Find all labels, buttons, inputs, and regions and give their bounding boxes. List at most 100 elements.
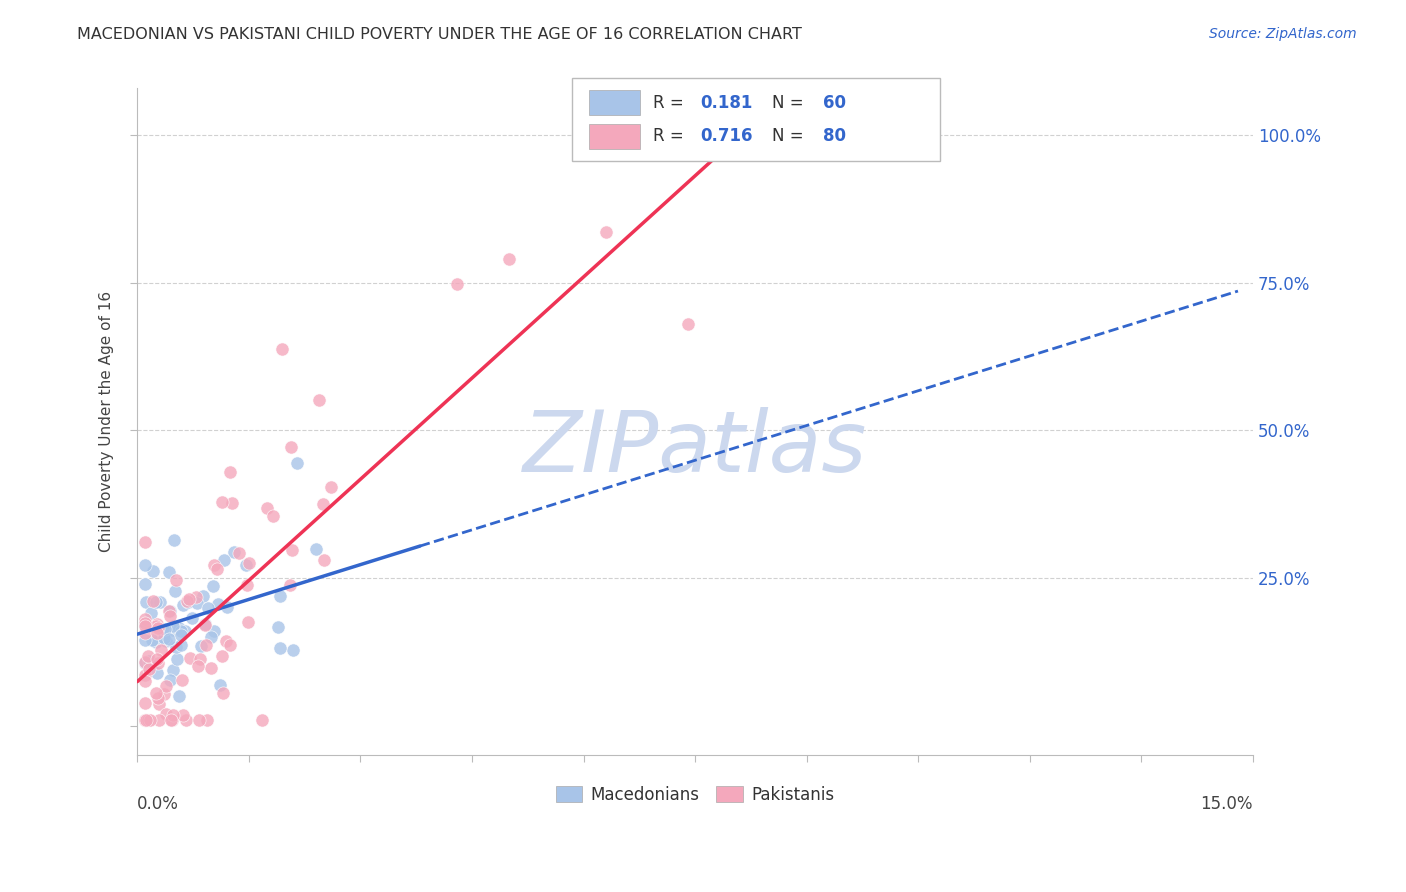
Point xyxy=(595,226,617,240)
Point xyxy=(238,615,260,629)
Point xyxy=(193,618,215,632)
Point xyxy=(134,558,156,572)
Point xyxy=(197,601,219,615)
Point xyxy=(162,618,184,632)
Text: 60: 60 xyxy=(824,94,846,112)
Point xyxy=(176,593,198,607)
Point xyxy=(160,713,183,727)
Point xyxy=(218,638,240,652)
Point xyxy=(148,697,170,711)
Point xyxy=(207,597,229,611)
Point xyxy=(177,595,200,609)
Point xyxy=(163,584,186,599)
Text: R =: R = xyxy=(652,94,689,112)
Point xyxy=(195,638,218,652)
Point xyxy=(167,621,190,635)
Point xyxy=(159,609,181,624)
Point xyxy=(134,713,156,727)
Point xyxy=(138,713,160,727)
Point xyxy=(136,713,159,727)
Point xyxy=(200,630,222,644)
Point xyxy=(212,686,235,700)
Point xyxy=(146,652,169,666)
Point xyxy=(217,600,239,615)
Point xyxy=(146,616,169,631)
Point xyxy=(165,574,187,588)
Point xyxy=(280,440,302,454)
Point xyxy=(269,641,291,656)
Point xyxy=(186,596,208,610)
Point xyxy=(312,497,335,511)
Point xyxy=(194,617,217,632)
Point xyxy=(224,544,246,558)
Point xyxy=(159,604,181,618)
Point xyxy=(221,496,243,510)
Point xyxy=(145,595,167,609)
Point xyxy=(138,662,160,676)
Point xyxy=(155,679,177,693)
Point xyxy=(162,663,184,677)
Point xyxy=(146,626,169,640)
Point xyxy=(134,713,156,727)
Point xyxy=(170,628,193,642)
Point xyxy=(157,565,180,579)
Point xyxy=(271,343,294,357)
Point xyxy=(250,713,273,727)
Point xyxy=(163,533,186,547)
Point xyxy=(269,590,291,604)
Point xyxy=(135,713,157,727)
Point xyxy=(267,620,290,634)
Point xyxy=(150,643,173,657)
Text: N =: N = xyxy=(772,94,808,112)
Point xyxy=(155,706,177,721)
Point xyxy=(172,707,194,722)
Text: ZIPatlas: ZIPatlas xyxy=(523,407,868,490)
Text: N =: N = xyxy=(772,128,808,145)
Point xyxy=(155,633,177,648)
Point xyxy=(146,665,169,680)
Point xyxy=(134,626,156,640)
Point xyxy=(153,631,176,645)
Point xyxy=(134,619,156,633)
Point xyxy=(256,500,278,515)
Legend: Macedonians, Pakistanis: Macedonians, Pakistanis xyxy=(548,779,841,811)
Point xyxy=(200,661,222,675)
Point xyxy=(167,690,190,704)
Text: 15.0%: 15.0% xyxy=(1201,796,1253,814)
Text: 0.181: 0.181 xyxy=(700,94,754,112)
Point xyxy=(134,577,156,591)
Point xyxy=(174,713,197,727)
Point xyxy=(165,640,187,654)
Point xyxy=(152,687,174,701)
Point xyxy=(160,624,183,638)
Point xyxy=(162,708,184,723)
Point xyxy=(202,558,225,572)
Point xyxy=(139,606,162,620)
Point xyxy=(134,616,156,631)
Point xyxy=(186,590,208,604)
Point xyxy=(148,656,170,670)
Point xyxy=(228,546,250,560)
FancyBboxPatch shape xyxy=(572,78,941,161)
Point xyxy=(190,640,212,654)
Point xyxy=(187,659,209,673)
Point xyxy=(145,634,167,648)
Point xyxy=(138,655,160,669)
Point xyxy=(166,652,188,666)
Point xyxy=(208,678,231,692)
Point xyxy=(238,557,260,571)
Point xyxy=(141,632,163,647)
Point xyxy=(211,495,233,509)
Point xyxy=(146,691,169,706)
Point xyxy=(134,615,156,630)
Point xyxy=(177,591,200,606)
FancyBboxPatch shape xyxy=(589,124,640,149)
Point xyxy=(135,594,157,608)
Point xyxy=(170,624,193,639)
Text: Source: ZipAtlas.com: Source: ZipAtlas.com xyxy=(1209,27,1357,41)
Point xyxy=(676,317,699,331)
Point xyxy=(145,619,167,633)
Point xyxy=(215,634,238,648)
Point xyxy=(172,598,194,612)
Point xyxy=(170,639,193,653)
